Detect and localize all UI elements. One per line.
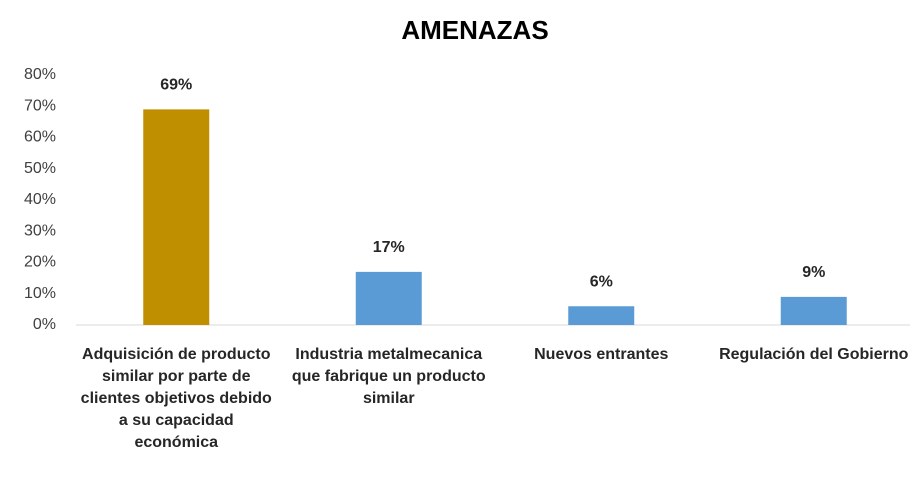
x-tick-label: Industria metalmecanica que fabrique un … [291, 346, 486, 407]
bar [355, 271, 422, 325]
bar [143, 109, 210, 325]
y-tick-label: 40% [24, 191, 56, 208]
y-tick-label: 10% [24, 285, 56, 302]
y-tick-label: 70% [24, 97, 56, 114]
y-tick-label: 0% [33, 316, 56, 333]
x-tick-label: Regulación del Gobierno [719, 346, 909, 363]
y-tick-label: 50% [24, 160, 56, 177]
y-tick-label: 30% [24, 222, 56, 239]
data-label: 69% [160, 77, 192, 94]
y-tick-label: 20% [24, 254, 56, 271]
data-label: 6% [590, 273, 613, 290]
chart-title: AMENAZAS [401, 15, 548, 45]
y-tick-label: 80% [24, 66, 56, 83]
x-tick-label: Adquisición de producto similar por part… [80, 346, 272, 451]
bar [568, 306, 635, 325]
data-label: 9% [802, 264, 825, 281]
y-tick-label: 60% [24, 129, 56, 146]
x-tick-label: Nuevos entrantes [534, 346, 669, 363]
data-label: 17% [373, 239, 405, 256]
bar [780, 296, 847, 325]
